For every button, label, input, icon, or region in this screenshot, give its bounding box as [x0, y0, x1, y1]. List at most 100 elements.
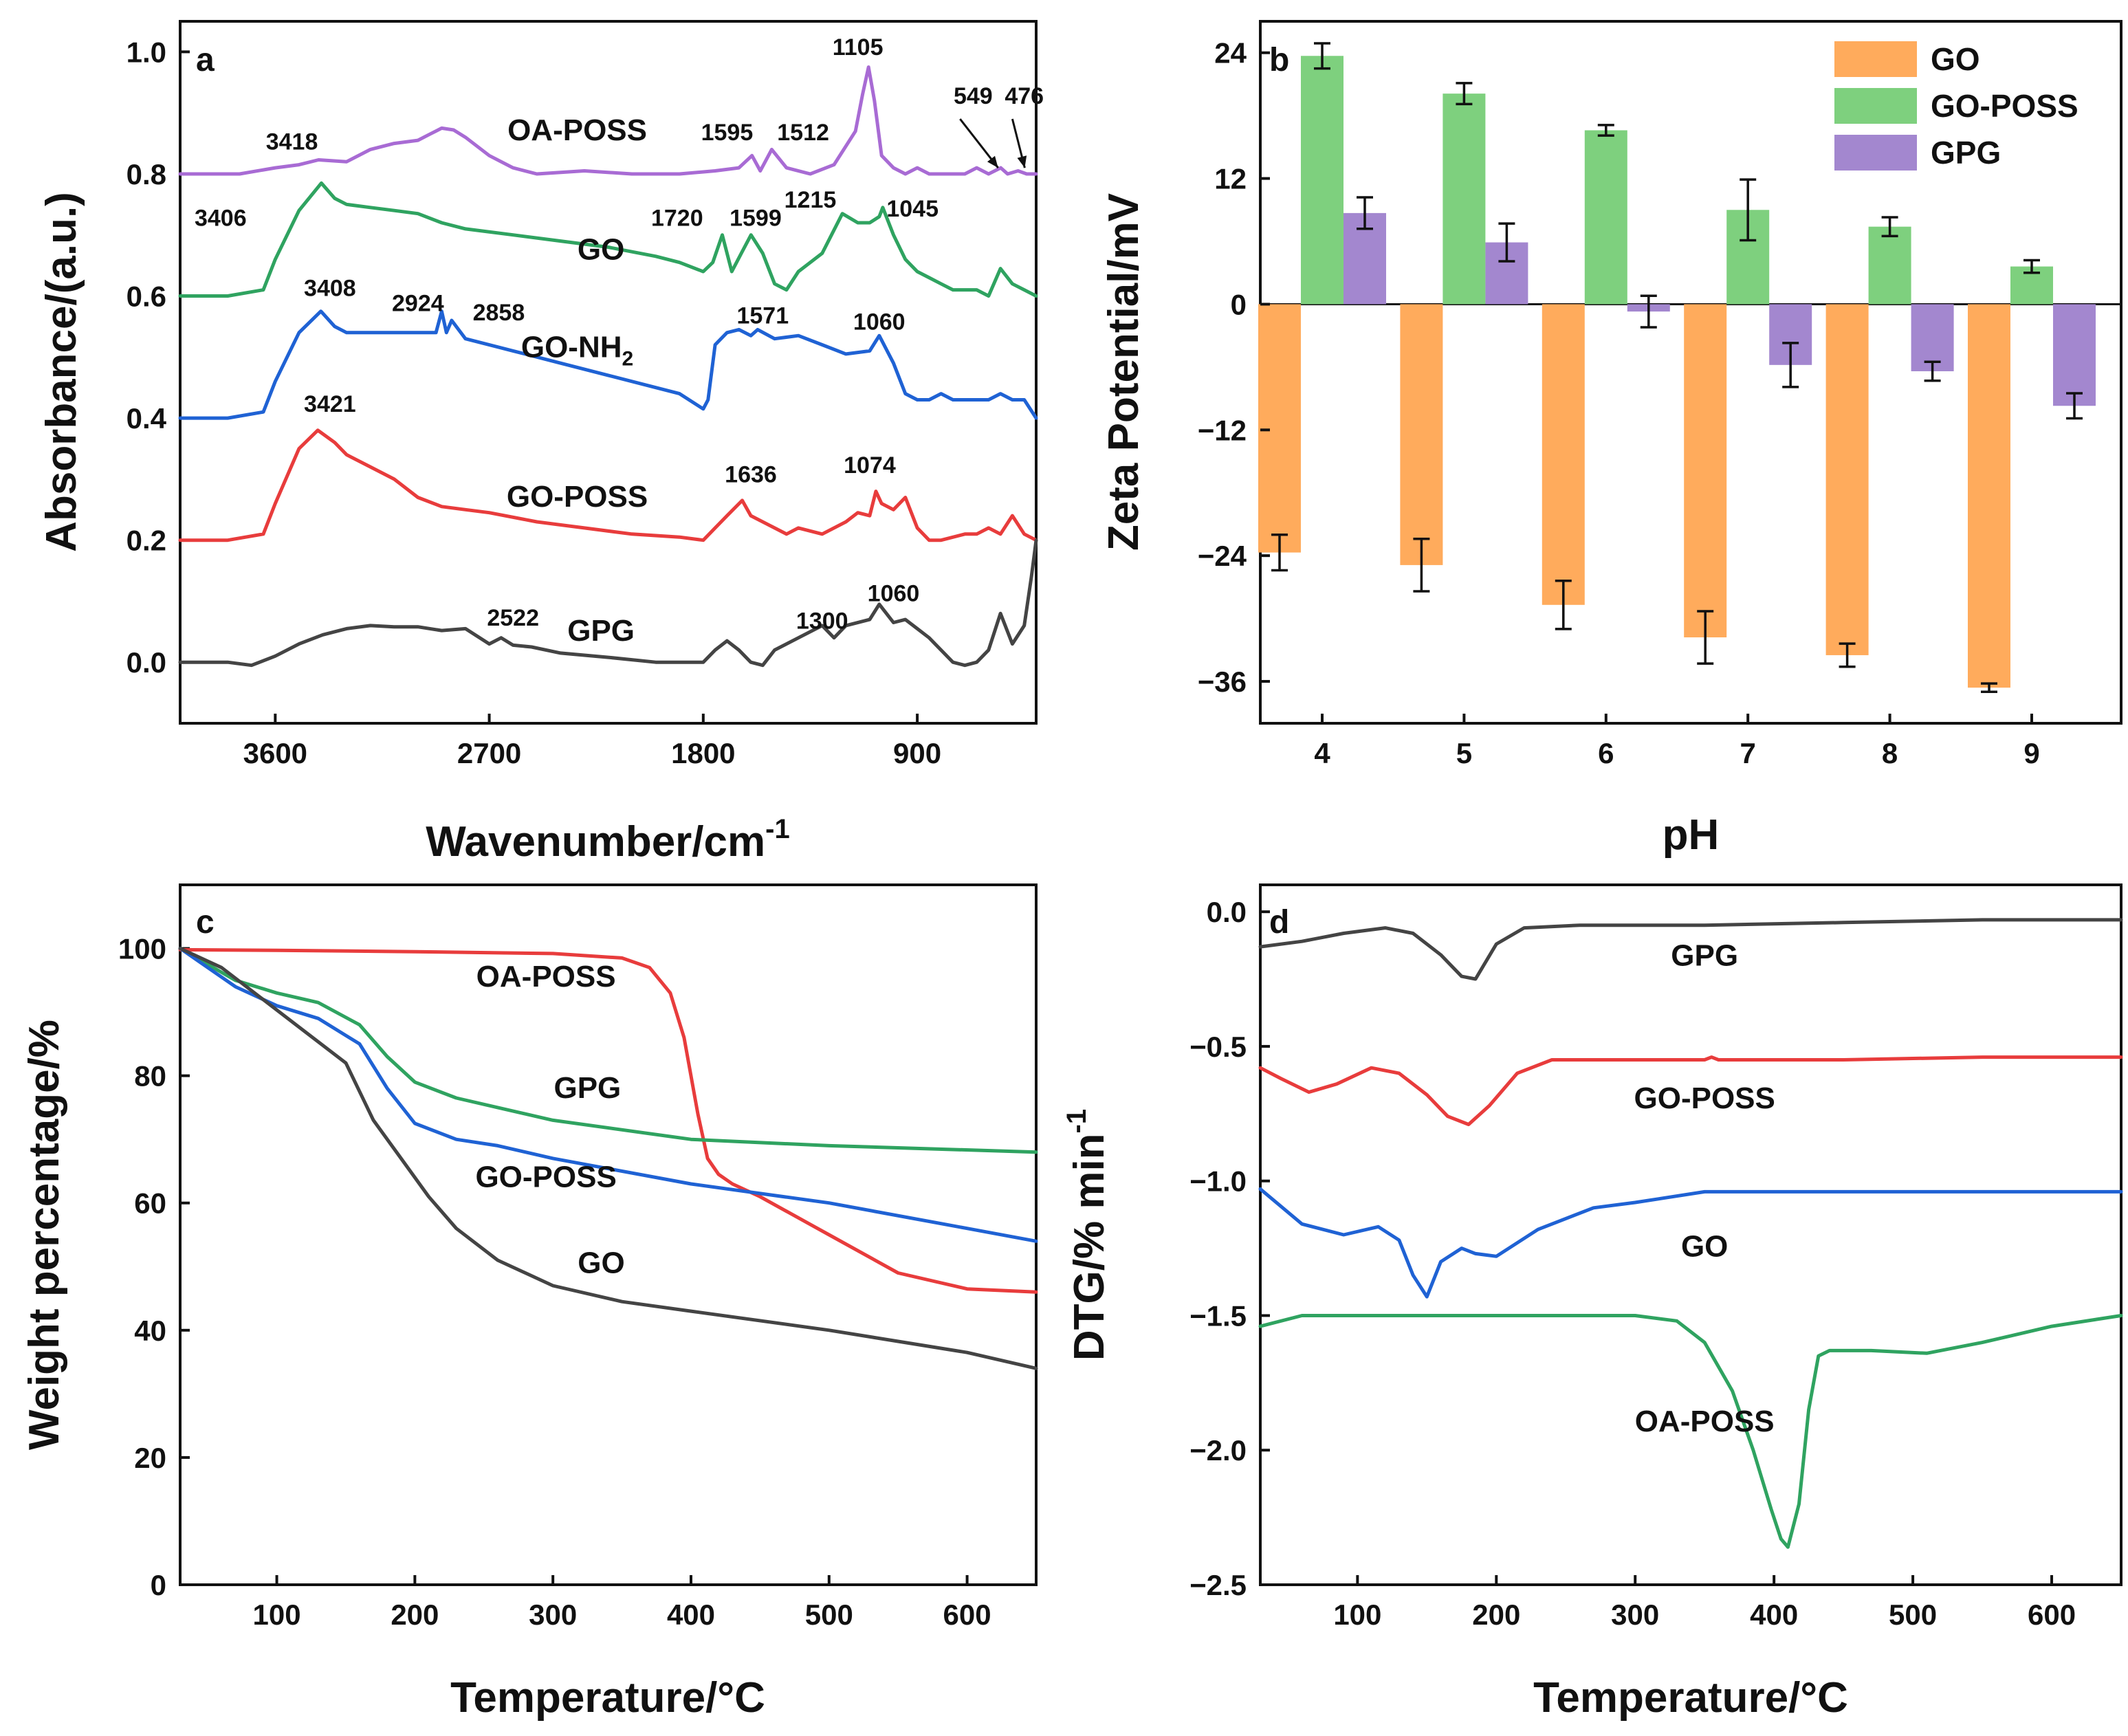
error-bar	[1271, 533, 1288, 572]
error-bar	[1924, 360, 1941, 382]
panel-a-ftir-chart: 3600 2700 1800 900 0.0 0.2 0.4 0.6 0.8 1.0 OA-POSS…	[38, 20, 1044, 866]
bar-gpg	[1911, 304, 1954, 371]
peak-annotation: 1045	[886, 196, 939, 222]
peak-annotation: 3418	[266, 129, 318, 155]
panel-b-zeta-potential-chart: 4 5 6 7 8 9 24 12 0 −12 −24 −36 GO GO-POSS GPG b pH Ze…	[1100, 20, 2122, 859]
series-label: GO-POSS	[507, 480, 648, 514]
bar-go-poss	[1443, 94, 1486, 305]
panel-d-xaxis-title: Temperature/°C	[1533, 1674, 1848, 1722]
panel-d-plot-frame	[1259, 883, 2122, 1586]
legend-swatch-go	[1834, 41, 1917, 77]
series-label: OA-POSS	[476, 960, 616, 993]
error-bar	[1314, 42, 1330, 70]
error-bar	[1640, 294, 1657, 329]
peak-annotation: 1571	[736, 303, 789, 329]
peak-annotation: 1599	[730, 205, 782, 231]
series-line-oa-poss	[1258, 1314, 2123, 1549]
y-tick-label: 20	[134, 1442, 166, 1474]
x-tick-label: 200	[391, 1598, 439, 1631]
y-tick-label: 40	[134, 1315, 166, 1347]
peak-annotation: 3421	[304, 391, 356, 417]
panel-b-xaxis-title: pH	[1663, 811, 1720, 859]
panel-c-xaxis-title: Temperature/°C	[450, 1674, 765, 1722]
x-tick-label: 1800	[671, 737, 735, 769]
panel-c-plot-frame	[179, 883, 1038, 1586]
series-label: GO	[1681, 1229, 1728, 1263]
panel-c-yaxis-title: Weight percentage/%	[21, 1020, 68, 1450]
series-label: GO-POSS	[1634, 1081, 1775, 1115]
y-tick-label: 0	[151, 1569, 166, 1601]
x-tick-label: 600	[943, 1598, 991, 1631]
peak-annotation: 1105	[833, 34, 884, 61]
panel-a-plot-frame	[179, 20, 1038, 725]
y-tick-label: −2.5	[1189, 1569, 1247, 1601]
y-tick-label: 100	[118, 933, 166, 965]
peak-annotation: 2858	[473, 300, 525, 326]
y-tick-label: −36	[1198, 666, 1247, 698]
error-bar	[1981, 682, 1997, 694]
error-bar	[1740, 178, 1757, 242]
series-line-go	[178, 181, 1038, 298]
peak-annotation: 1215	[785, 187, 837, 213]
y-tick-label: 0.2	[127, 525, 166, 557]
series-line-go	[1258, 1187, 2123, 1299]
x-tick-label: 3600	[243, 737, 307, 769]
peak-annotation: 2522	[487, 605, 539, 631]
legend-swatch-go-poss	[1834, 88, 1917, 124]
y-tick-label: 0.4	[127, 402, 167, 435]
error-bar	[1357, 196, 1373, 230]
series-line-oa-poss	[178, 65, 1038, 176]
peak-annotation: 549	[954, 83, 993, 109]
y-tick-label: 0.0	[1207, 896, 1247, 928]
panel-a-xaxis-title: Wavenumber/cm-1	[426, 814, 789, 866]
bar-go-poss	[1584, 130, 1627, 305]
x-tick-label: 5	[1456, 737, 1472, 769]
peak-annotation: 1720	[651, 205, 703, 231]
error-bar	[1697, 610, 1714, 665]
x-tick-label: 300	[1611, 1598, 1659, 1631]
series-label: GO-NH2	[521, 330, 633, 370]
peak-annotation: 1074	[844, 452, 896, 479]
series-line-go-nh2	[178, 309, 1038, 420]
y-tick-label: −12	[1198, 414, 1247, 446]
y-tick-label: −1.5	[1189, 1299, 1247, 1332]
peak-annotation: 3406	[195, 205, 247, 231]
panel-c-label: c	[196, 904, 215, 941]
y-tick-label: −2.0	[1189, 1434, 1247, 1466]
error-bar	[1782, 342, 1799, 388]
error-bar	[1498, 222, 1515, 263]
x-tick-label: 4	[1314, 737, 1330, 769]
series-line-go	[178, 947, 1038, 1370]
y-tick-label: 60	[134, 1187, 166, 1220]
panel-c-tga-chart: 100 200 300 400 500 600 0 20 40 60 80 100 OA-POSS GPG…	[21, 883, 1038, 1722]
x-tick-label: 9	[2023, 737, 2039, 769]
bar-go	[1968, 304, 2010, 688]
bar-go-poss	[1301, 56, 1343, 305]
legend-swatch-gpg	[1834, 135, 1917, 171]
panel-d-yaxis-title: DTG/% min-1	[1062, 1109, 1113, 1361]
error-bar	[2066, 392, 2083, 420]
error-bar	[1881, 216, 1898, 238]
y-tick-label: −0.5	[1189, 1031, 1247, 1063]
series-label: GPG	[1671, 938, 1738, 972]
bar-go	[1258, 304, 1301, 553]
x-tick-label: 2700	[457, 737, 521, 769]
series-line-go-poss	[178, 947, 1038, 1243]
y-tick-label: 0.6	[127, 281, 166, 313]
peak-annotation: 1300	[796, 608, 848, 634]
y-tick-label: −24	[1198, 540, 1247, 572]
peak-annotation: 1595	[701, 120, 754, 146]
y-tick-label: 0	[1231, 288, 1247, 320]
y-tick-label: 80	[134, 1060, 166, 1092]
peak-annotation: 476	[1005, 83, 1044, 109]
x-tick-label: 500	[805, 1598, 853, 1631]
error-bar	[1413, 538, 1430, 593]
peak-annotation: 1060	[853, 309, 906, 335]
series-line-gpg	[1258, 918, 2123, 981]
annotation-arrowhead	[987, 155, 998, 168]
panel-b-yaxis-title: Zeta Potential/mV	[1100, 193, 1148, 551]
series-line-gpg	[178, 538, 1038, 668]
peak-annotation: 1060	[868, 580, 920, 606]
x-tick-label: 7	[1740, 737, 1756, 769]
